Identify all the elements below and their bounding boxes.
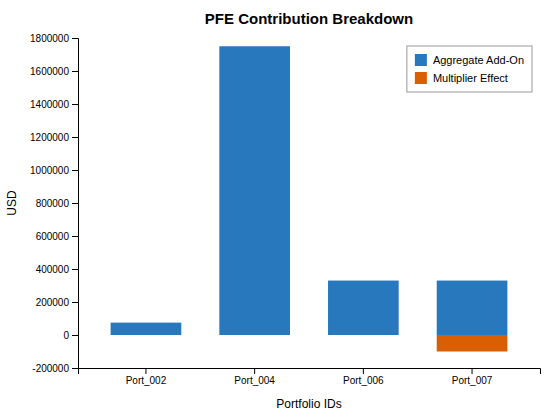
tick-label: 800000	[36, 198, 70, 209]
tick: 1800000	[30, 33, 78, 44]
tick: 0	[63, 330, 78, 341]
legend-label: Aggregate Add-On	[433, 54, 524, 66]
x-axis: Port_002 Port_004 Port_006 Port_007	[79, 368, 541, 386]
bar	[328, 335, 399, 336]
tick-mark	[254, 368, 255, 374]
tick: -200000	[32, 363, 78, 374]
bar	[437, 281, 508, 335]
tick-label: 0	[63, 330, 69, 341]
x-axis-title: Portfolio IDs	[276, 397, 341, 411]
tick-mark	[72, 236, 78, 237]
legend-swatch	[415, 72, 427, 84]
tick: 1600000	[30, 66, 78, 77]
tick-mark	[72, 71, 78, 72]
tick-mark	[363, 368, 364, 374]
tick-mark	[472, 368, 473, 374]
bar	[111, 335, 182, 336]
tick-label: 1000000	[30, 165, 69, 176]
tick-mark	[72, 269, 78, 270]
tick-label: Port_004	[234, 375, 275, 386]
tick-mark	[72, 368, 78, 369]
tick-label: -200000	[32, 363, 69, 374]
title: PFE Contribution Breakdown	[205, 10, 413, 27]
tick: Port_002	[126, 368, 167, 386]
tick-mark	[72, 302, 78, 303]
series	[437, 335, 508, 352]
bar	[328, 281, 399, 335]
tick-label: Port_006	[343, 375, 384, 386]
legend-box	[407, 46, 532, 92]
legend: Aggregate Add-On Multiplier Effect	[407, 46, 532, 92]
tick-mark	[72, 104, 78, 105]
tick-mark	[72, 170, 78, 171]
legend-swatch	[415, 54, 427, 66]
bar	[219, 46, 290, 335]
tick: 400000	[36, 264, 78, 275]
legend-label: Multiplier Effect	[433, 72, 508, 84]
tick-mark	[145, 368, 146, 374]
tick: 1000000	[30, 165, 78, 176]
y-axis-title: USD	[5, 190, 19, 216]
axis-line	[72, 39, 79, 369]
tick-mark	[72, 203, 78, 204]
tick-label: 1800000	[30, 33, 69, 44]
tick-mark	[72, 38, 78, 39]
tick-label: 1600000	[30, 66, 69, 77]
bar	[437, 335, 508, 352]
legend-item: Aggregate Add-On	[415, 54, 524, 66]
tick: 200000	[36, 297, 78, 308]
tick-label: Port_002	[126, 375, 167, 386]
axis-line	[79, 369, 541, 375]
y-axis: -200000 0 200000 400000 600000 800000 1000000 1…	[30, 33, 78, 374]
tick-label: 600000	[36, 231, 70, 242]
tick: Port_007	[452, 368, 493, 386]
tick-label: 400000	[36, 264, 70, 275]
tick: 1200000	[30, 132, 78, 143]
legend-item: Multiplier Effect	[415, 72, 508, 84]
chart: -200000 0 200000 400000 600000 800000 1000000 1…	[0, 0, 560, 420]
tick-label: Port_007	[452, 375, 493, 386]
bar	[219, 335, 290, 336]
tick: Port_006	[343, 368, 384, 386]
tick-mark	[72, 137, 78, 138]
tick: 800000	[36, 198, 78, 209]
tick-label: 1400000	[30, 99, 69, 110]
tick: Port_004	[234, 368, 275, 386]
bar	[111, 323, 182, 335]
tick-label: 200000	[36, 297, 70, 308]
plot: -200000 0 200000 400000 600000 800000 1000000 1…	[30, 33, 540, 386]
tick: 1400000	[30, 99, 78, 110]
tick-mark	[72, 335, 78, 336]
tick-label: 1200000	[30, 132, 69, 143]
tick: 600000	[36, 231, 78, 242]
